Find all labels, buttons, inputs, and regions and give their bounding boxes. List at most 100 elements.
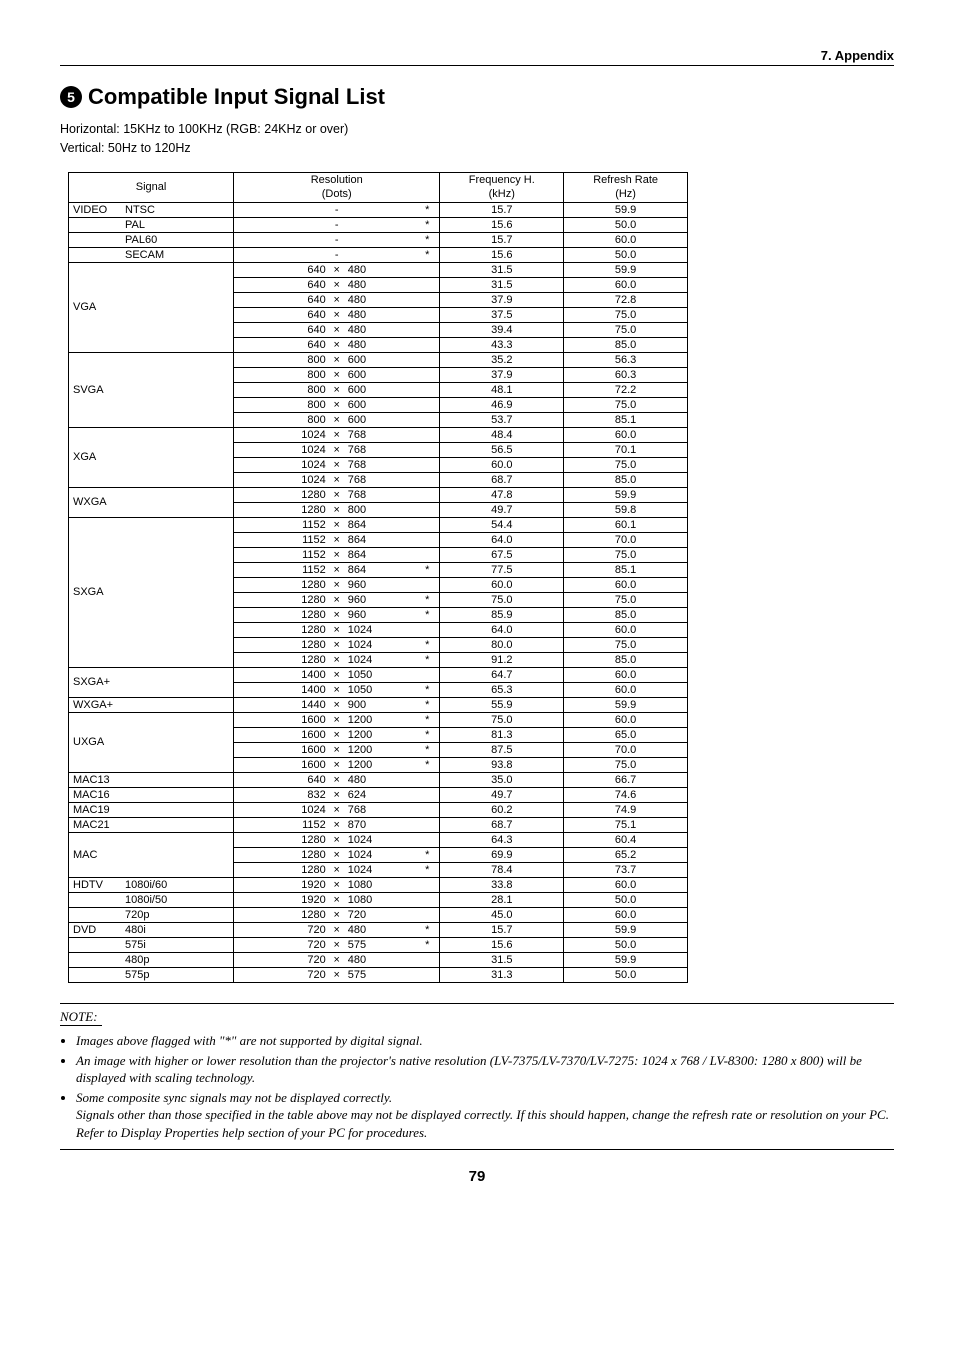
resolution-cell: 1024×768	[234, 427, 440, 442]
res-width: 640	[276, 774, 326, 786]
refresh-cell: 59.9	[564, 697, 688, 712]
res-x: ×	[326, 429, 348, 441]
res-x: ×	[326, 594, 348, 606]
signal-cell: 720p	[69, 907, 234, 922]
note-list: Images above flagged with "*" are not su…	[60, 1032, 894, 1141]
res-star: *	[425, 744, 429, 756]
table-row: 575p720×57531.350.0	[69, 967, 688, 982]
signal-sub-label: 575p	[125, 969, 149, 981]
subtitle-line1: Horizontal: 15KHz to 100KHz (RGB: 24KHz …	[60, 122, 348, 136]
res-x: -	[326, 219, 348, 231]
signal-cell: MAC13	[69, 772, 234, 787]
freq-cell: 15.7	[440, 232, 564, 247]
res-x: ×	[326, 699, 348, 711]
refresh-cell: 60.0	[564, 907, 688, 922]
table-row: UXGA1600×1200*75.060.0	[69, 712, 688, 727]
resolution-cell: 800×600	[234, 367, 440, 382]
page-number: 79	[60, 1168, 894, 1185]
refresh-cell: 73.7	[564, 862, 688, 877]
res-width: 1280	[276, 849, 326, 861]
res-width: 1920	[276, 879, 326, 891]
section-label: 7. Appendix	[821, 48, 894, 63]
refresh-cell: 60.1	[564, 517, 688, 532]
res-width: 1024	[276, 444, 326, 456]
res-width: 640	[276, 324, 326, 336]
freq-cell: 64.3	[440, 832, 564, 847]
res-width: 640	[276, 294, 326, 306]
res-height: 600	[348, 384, 398, 396]
signal-cell: XGA	[69, 427, 234, 487]
res-x: ×	[326, 924, 348, 936]
resolution-cell: 1280×720	[234, 907, 440, 922]
freq-cell: 35.2	[440, 352, 564, 367]
res-height: 960	[348, 594, 398, 606]
freq-cell: 31.5	[440, 952, 564, 967]
refresh-cell: 85.0	[564, 337, 688, 352]
refresh-cell: 60.0	[564, 682, 688, 697]
res-height: 1024	[348, 639, 398, 651]
freq-cell: 64.0	[440, 622, 564, 637]
resolution-cell: 1440×900*	[234, 697, 440, 712]
signal-cell: MAC	[69, 832, 234, 877]
res-width: 1280	[276, 504, 326, 516]
resolution-cell: 800×600	[234, 397, 440, 412]
signal-cell: SECAM	[69, 247, 234, 262]
res-width: 1152	[276, 519, 326, 531]
res-star: *	[425, 654, 429, 666]
res-height: 768	[348, 804, 398, 816]
signal-cell: 575p	[69, 967, 234, 982]
res-x: ×	[326, 414, 348, 426]
res-star: *	[425, 594, 429, 606]
resolution-cell: 1152×864	[234, 517, 440, 532]
freq-cell: 31.5	[440, 262, 564, 277]
note-item: Images above flagged with "*" are not su…	[76, 1032, 894, 1050]
freq-cell: 87.5	[440, 742, 564, 757]
res-height: 480	[348, 279, 398, 291]
signal-cell: SVGA	[69, 352, 234, 427]
res-x: ×	[326, 759, 348, 771]
res-star: *	[425, 684, 429, 696]
res-star: *	[425, 729, 429, 741]
refresh-cell: 75.0	[564, 397, 688, 412]
refresh-cell: 70.0	[564, 532, 688, 547]
refresh-cell: 75.0	[564, 322, 688, 337]
refresh-cell: 59.9	[564, 202, 688, 217]
res-star: *	[425, 714, 429, 726]
res-height: 1200	[348, 714, 398, 726]
res-star: *	[425, 204, 429, 216]
res-height: 1024	[348, 834, 398, 846]
th-khz: (kHz)	[440, 187, 564, 202]
resolution-cell: -*	[234, 217, 440, 232]
res-width: 1280	[276, 909, 326, 921]
res-x: ×	[326, 354, 348, 366]
subtitle: Horizontal: 15KHz to 100KHz (RGB: 24KHz …	[60, 120, 894, 158]
res-width: 720	[276, 924, 326, 936]
resolution-cell: 640×480	[234, 292, 440, 307]
signal-cell: 575i	[69, 937, 234, 952]
freq-cell: 28.1	[440, 892, 564, 907]
res-height: 900	[348, 699, 398, 711]
res-x: ×	[326, 879, 348, 891]
th-dots: (Dots)	[234, 187, 440, 202]
refresh-cell: 75.0	[564, 547, 688, 562]
table-row: DVD480i720×480*15.759.9	[69, 922, 688, 937]
page-header: 7. Appendix	[60, 48, 894, 66]
freq-cell: 91.2	[440, 652, 564, 667]
res-height: 575	[348, 969, 398, 981]
res-x: ×	[326, 519, 348, 531]
freq-cell: 64.0	[440, 532, 564, 547]
resolution-cell: 800×600	[234, 352, 440, 367]
resolution-cell: 1152×864	[234, 547, 440, 562]
res-width: 800	[276, 399, 326, 411]
resolution-cell: 800×600	[234, 412, 440, 427]
res-x: ×	[326, 489, 348, 501]
res-width: 1024	[276, 474, 326, 486]
res-x: ×	[326, 954, 348, 966]
table-row: WXGA1280×76847.859.9	[69, 487, 688, 502]
res-x: ×	[326, 504, 348, 516]
freq-cell: 77.5	[440, 562, 564, 577]
resolution-cell: 640×480	[234, 307, 440, 322]
signal-cell: 1080i/50	[69, 892, 234, 907]
res-x: ×	[326, 624, 348, 636]
refresh-cell: 56.3	[564, 352, 688, 367]
